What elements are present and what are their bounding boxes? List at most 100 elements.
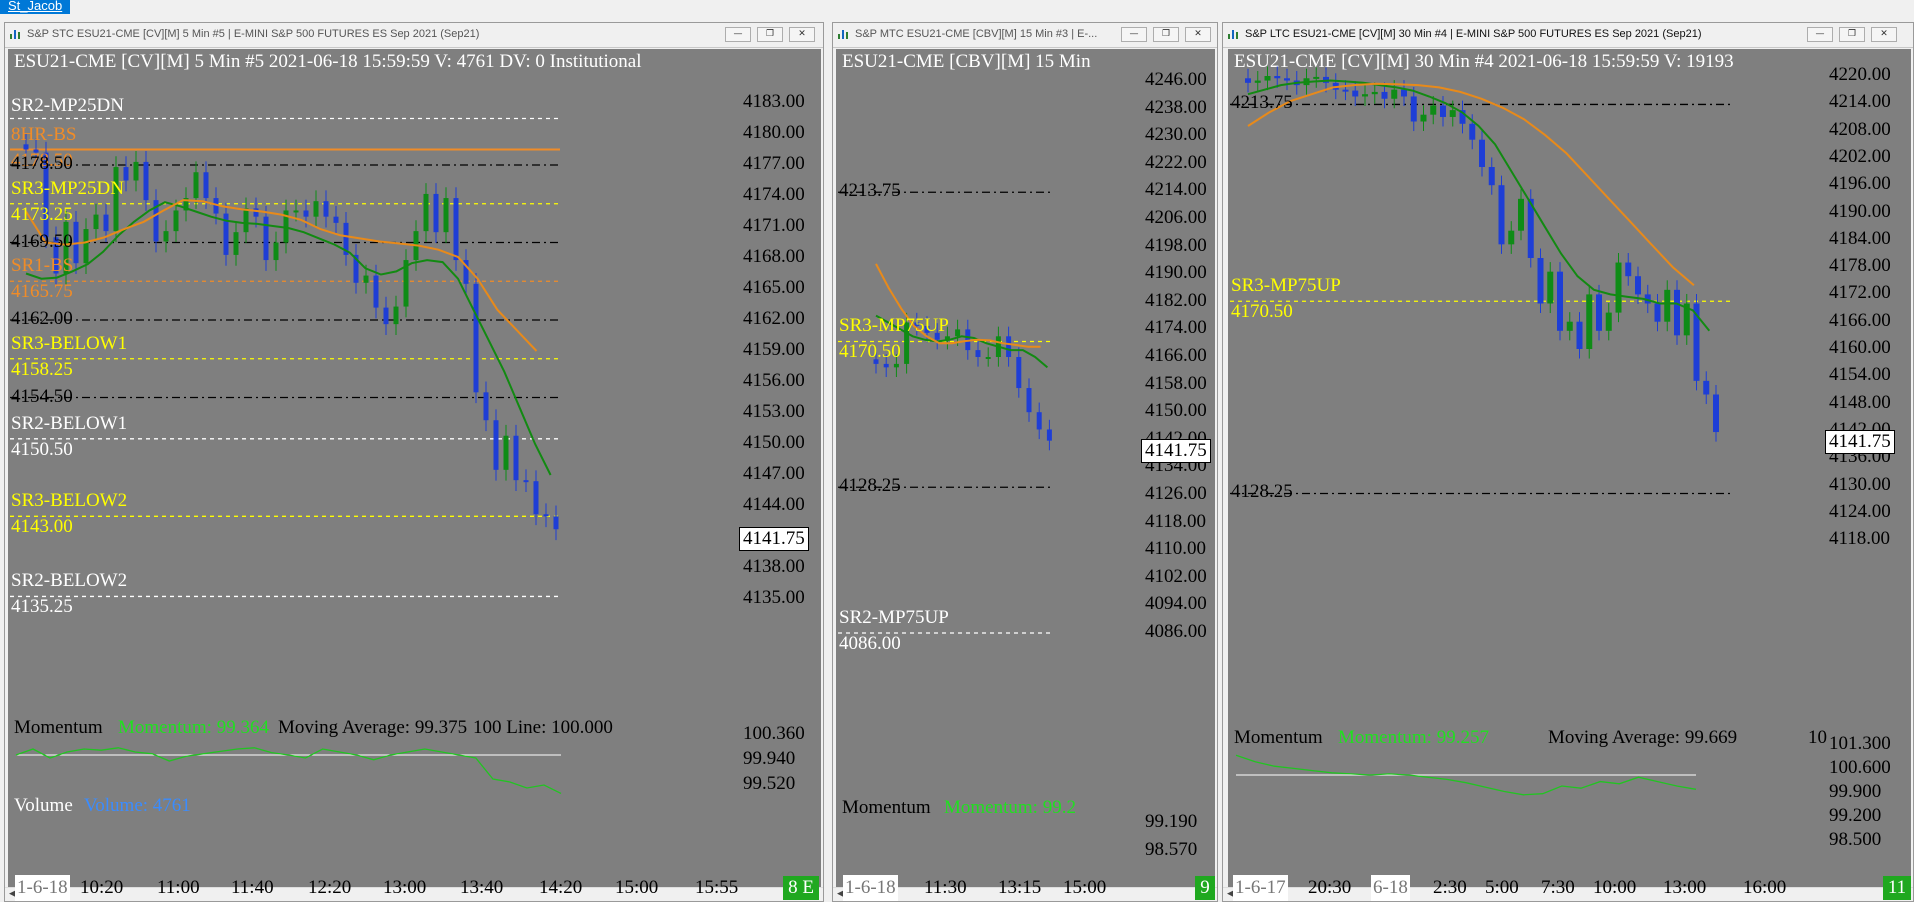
momentum-plot-svg	[15, 747, 562, 794]
price-tick-label: 4156.00	[743, 370, 805, 391]
price-tick-label: 4174.00	[743, 184, 805, 205]
momentum-pane[interactable]	[8, 715, 737, 875]
price-tick-label: 4130.00	[1829, 473, 1891, 495]
level-value: 4173.25	[11, 203, 73, 225]
candle-body	[1635, 276, 1641, 295]
workspace-tab[interactable]: St_Jacob	[0, 0, 71, 14]
level-name: SR3-BELOW2	[11, 490, 128, 512]
candle-body	[1274, 76, 1281, 79]
close-button[interactable]: ✕	[1185, 27, 1211, 42]
candle-body	[1488, 167, 1495, 186]
minimize-button[interactable]: —	[1121, 27, 1147, 42]
price-plot-svg	[1230, 66, 1733, 495]
top-bar: St_Jacob	[0, 0, 1914, 14]
momentum-tick-label: 101.300	[1829, 733, 1891, 754]
price-pane[interactable]	[8, 49, 737, 715]
price-tick-label: 4086.00	[1145, 621, 1207, 642]
momentum-tick-label: 99.190	[1145, 811, 1198, 832]
price-tick-label: 4180.00	[743, 122, 805, 143]
level-value: 4158.25	[11, 358, 73, 380]
last-price-marker: 4141.75	[1141, 438, 1211, 463]
candle-body	[143, 161, 149, 201]
candle-body	[343, 222, 349, 255]
price-tick-label: 4222.00	[1145, 151, 1207, 173]
close-button[interactable]: ✕	[789, 27, 815, 42]
level-name: SR1-BS	[11, 255, 74, 277]
candle-body	[1527, 198, 1534, 258]
candle-body	[263, 216, 269, 261]
maximize-button[interactable]: ❐	[757, 27, 783, 42]
moving-average-green	[875, 314, 1049, 369]
price-tick-label: 4177.00	[743, 153, 805, 174]
chart-header: ESU21-CME [CV][M] 5 Min #5 2021-06-18 15…	[14, 51, 642, 72]
price-tick-label: 4230.00	[1145, 124, 1207, 146]
time-tick-label: 15:00	[615, 877, 659, 898]
window-titlebar[interactable]: S&P MTC ESU21-CME [CBV][M] 15 Min #3 | E…	[833, 23, 1217, 48]
time-tick-label: 10:00	[1593, 877, 1637, 898]
scroll-left-icon[interactable]: ◀	[837, 889, 844, 899]
chart-header: ESU21-CME [CBV][M] 15 Min	[842, 51, 1091, 72]
price-tick-label: 4198.00	[1145, 234, 1207, 256]
price-pane[interactable]	[836, 49, 1141, 809]
level-value: 4135.25	[11, 596, 73, 618]
candle-body	[513, 435, 519, 481]
price-tick-label: 4206.00	[1145, 207, 1207, 228]
time-tick-label: 20:30	[1308, 877, 1352, 898]
momentum-line	[15, 747, 562, 794]
price-tick-label: 4153.00	[743, 401, 805, 422]
maximize-button[interactable]: ❐	[1153, 27, 1179, 42]
chart-header: ESU21-CME [CV][M] 30 Min #4 2021-06-18 1…	[1234, 51, 1734, 72]
window-titlebar[interactable]: S&P LTC ESU21-CME [CV][M] 30 Min #4 | E-…	[1223, 23, 1913, 48]
candle-body	[944, 336, 950, 340]
price-tick-label: 4126.00	[1145, 483, 1207, 504]
candle-body	[1245, 78, 1251, 83]
price-tick-label: 4118.00	[1145, 510, 1207, 532]
candle-body	[1674, 289, 1680, 336]
candle-body	[103, 214, 109, 232]
level-value: 4086.00	[839, 633, 901, 654]
moving-average-green	[1247, 79, 1711, 332]
level-value: 4128.25	[839, 475, 901, 497]
candle-body	[333, 216, 339, 223]
price-scale[interactable]	[737, 49, 821, 875]
level-value: 4170.50	[839, 341, 901, 363]
price-pane[interactable]	[1228, 49, 1825, 725]
candle-body	[1566, 321, 1573, 331]
candle-body	[1664, 289, 1671, 322]
price-tick-label: 4190.00	[1829, 200, 1891, 222]
candle-body	[523, 480, 529, 483]
time-tick-label: 5:00	[1485, 877, 1519, 898]
level-name: SR2-MP75UP	[839, 607, 949, 628]
time-tick-label: 13:00	[1663, 877, 1707, 898]
candle-body	[1644, 294, 1651, 304]
window-titlebar[interactable]: S&P STC ESU21-CME [CV][M] 5 Min #5 | E-M…	[5, 23, 823, 48]
candle-body	[433, 193, 439, 233]
level-value: 4128.25	[1231, 481, 1293, 503]
candle-body	[1479, 139, 1485, 167]
scroll-left-icon[interactable]: ◀	[1227, 889, 1234, 899]
candle-body	[1605, 312, 1612, 331]
close-button[interactable]: ✕	[1871, 27, 1897, 42]
momentum-tick-label: 99.900	[1829, 781, 1882, 802]
time-tick-label: 14:20	[539, 877, 583, 898]
candle-body	[383, 307, 389, 325]
price-tick-label: 4160.00	[1829, 337, 1891, 358]
momentum-pane[interactable]	[836, 809, 1141, 875]
maximize-button[interactable]: ❐	[1839, 27, 1865, 42]
interval-badge: 11	[1883, 876, 1911, 900]
price-scale[interactable]	[1825, 49, 1911, 875]
moving-average-green	[25, 201, 552, 476]
price-tick-label: 4154.00	[1829, 364, 1891, 386]
candle-body	[965, 329, 971, 351]
minimize-button[interactable]: —	[1807, 27, 1833, 42]
candle-body	[1352, 90, 1359, 97]
time-tick-label: 13:00	[383, 877, 427, 898]
minimize-button[interactable]: —	[725, 27, 751, 42]
candle-body	[1518, 198, 1524, 231]
price-tick-label: 4178.00	[1829, 255, 1891, 277]
candle-body	[1498, 185, 1505, 245]
price-tick-label: 4246.00	[1145, 69, 1207, 90]
scroll-left-icon[interactable]: ◀	[9, 889, 16, 899]
momentum-pane[interactable]	[1228, 725, 1825, 875]
candle-body	[193, 172, 199, 199]
